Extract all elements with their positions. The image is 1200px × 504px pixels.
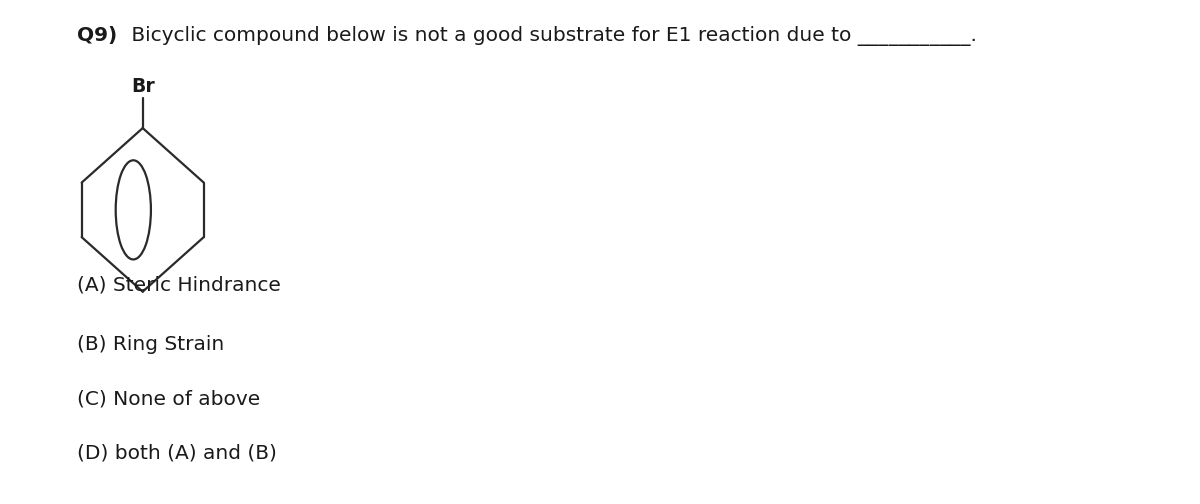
Text: (D) both (A) and (B): (D) both (A) and (B): [77, 444, 277, 463]
Text: Bicyclic compound below is not a good substrate for E1 reaction due to _________: Bicyclic compound below is not a good su…: [125, 27, 977, 46]
Text: Q9): Q9): [77, 27, 118, 45]
Text: (C) None of above: (C) None of above: [77, 389, 260, 408]
Text: (B) Ring Strain: (B) Ring Strain: [77, 335, 224, 354]
Text: Br: Br: [131, 77, 155, 96]
Text: (A) Steric Hindrance: (A) Steric Hindrance: [77, 275, 281, 294]
